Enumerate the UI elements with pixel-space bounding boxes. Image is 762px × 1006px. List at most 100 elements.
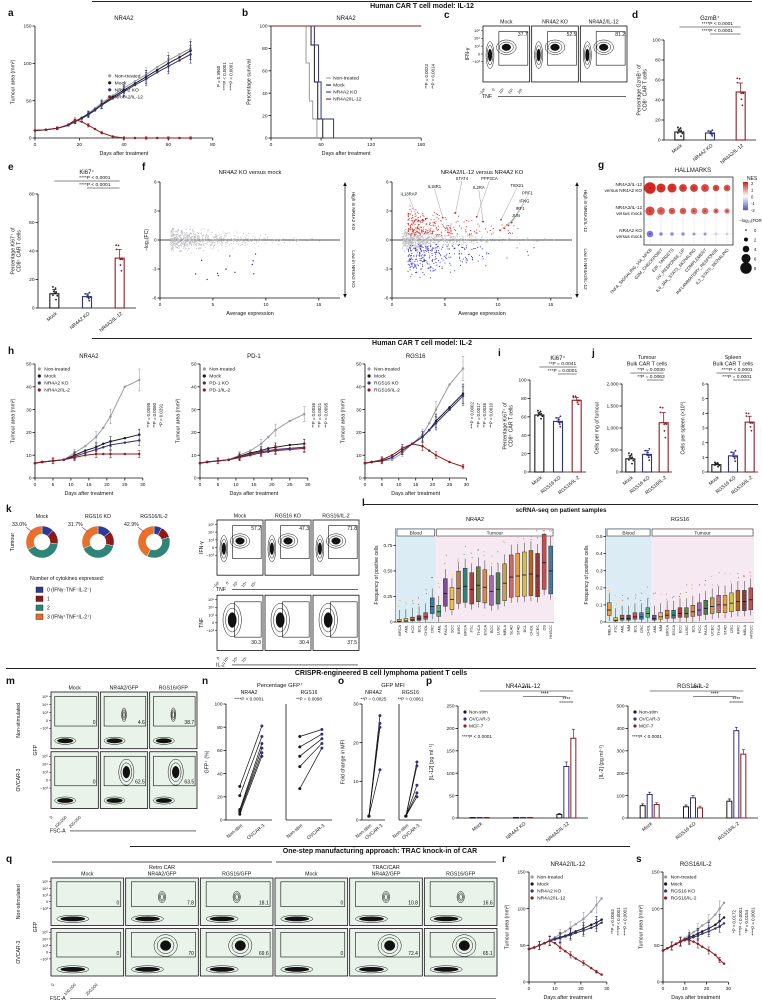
svg-text:30.4: 30.4 <box>299 640 309 646</box>
svg-text:0: 0 <box>93 720 96 726</box>
svg-text:NR4A2: NR4A2 <box>466 517 484 523</box>
svg-text:****P < 0.0001: ****P < 0.0001 <box>616 907 621 936</box>
svg-text:MCF-7: MCF-7 <box>469 724 484 729</box>
svg-text:THCA: THCA <box>477 625 481 636</box>
svg-text:33.0%: 33.0% <box>12 522 27 528</box>
sub-chart: 0 100 200 300 400 500 RGS16/IL-2 [IL-2] (pg ml⁻… <box>596 680 762 848</box>
chart-canvas: scRNA-seq on patient samples NR4A2 0 0.25 0.… <box>364 504 758 639</box>
svg-text:0: 0 <box>117 951 120 957</box>
svg-text:3: 3 <box>386 209 389 214</box>
svg-text:10⁴: 10⁴ <box>474 36 480 41</box>
svg-text:10⁵: 10⁵ <box>240 655 248 663</box>
panel-i-ki67-bar-chart: 0 20 40 60 80 100 Ki67⁺ Percentage Ki67⁺ of CD8⁺… <box>500 352 590 502</box>
panel-j-car-t-cell-counts: 0 500 1,000 1,500 2,000 Tumour Bulk CAR T cell… <box>592 352 762 502</box>
svg-text:STAT4: STAT4 <box>456 176 469 181</box>
svg-text:**P = 0.0014: **P = 0.0014 <box>431 63 436 88</box>
svg-text:0: 0 <box>34 142 37 148</box>
svg-text:IL18R1: IL18R1 <box>428 184 442 189</box>
svg-text:50: 50 <box>26 98 32 104</box>
chart-canvas: 0 10 20 30 40 50 0 5 10 15 20 25 30 PD-1 Days after tr… <box>176 354 329 497</box>
svg-text:Tumour: Tumour <box>487 531 504 537</box>
svg-text:30: 30 <box>356 407 362 413</box>
svg-text:0: 0 <box>386 238 389 243</box>
svg-text:100: 100 <box>214 702 222 708</box>
svg-text:10³: 10³ <box>208 612 214 617</box>
svg-text:0: 0 <box>212 545 215 550</box>
svg-text:Mock: Mock <box>44 374 56 380</box>
svg-text:80: 80 <box>262 46 268 52</box>
svg-text:Mock: Mock <box>471 821 484 833</box>
svg-text:scRNA-seq on patient samples: scRNA-seq on patient samples <box>516 507 607 514</box>
svg-text:Mock: Mock <box>708 475 721 487</box>
svg-text:2: 2 <box>47 606 50 612</box>
svg-text:KIRC: KIRC <box>736 625 740 634</box>
svg-text:NR4A2/IL-12: NR4A2/IL-12 <box>615 182 642 187</box>
svg-text:30: 30 <box>726 986 732 992</box>
svg-text:70: 70 <box>188 951 194 957</box>
svg-text:Tumour: Tumour <box>638 355 657 361</box>
chart-canvas: 0 50 100 150 0 10 20 30 NR4A2/IL-12 Days after tr… <box>505 862 628 1001</box>
svg-text:10: 10 <box>233 482 239 488</box>
svg-text:2: 2 <box>754 238 757 243</box>
panel-letter-n: n <box>202 676 209 687</box>
svg-text:0: 0 <box>702 470 705 476</box>
svg-text:0.75: 0.75 <box>384 543 393 548</box>
chart-canvas: 0 50 100 150 0 20 40 60 80 NR4A2 Days after treatm… <box>11 16 234 157</box>
svg-text:0: 0 <box>658 138 661 144</box>
svg-text:NR4A2/IL-12: NR4A2/IL-12 <box>506 684 541 690</box>
svg-text:MM: MM <box>627 625 631 631</box>
svg-text:**P = 0.0041: **P = 0.0041 <box>549 361 577 367</box>
svg-text:10: 10 <box>495 302 501 307</box>
panel-r-tumour-line-chart: 0 50 100 150 0 10 20 30 NR4A2/IL-12 Days after tr… <box>502 858 634 1006</box>
svg-text:15: 15 <box>316 302 322 307</box>
svg-text:40: 40 <box>121 142 127 148</box>
svg-text:Tumour: Tumour <box>10 533 16 552</box>
sub-chart: 0 1 2 3 4 5 6 Spleen Bulk CAR T cells Cells per s… <box>678 352 762 502</box>
svg-text:3 (IFNγ⁺TNF⁺IL-2⁺): 3 (IFNγ⁺TNF⁺IL-2⁺) <box>47 615 92 621</box>
svg-text:10⁵: 10⁵ <box>208 597 214 602</box>
svg-text:-6: -6 <box>384 296 389 301</box>
svg-text:Percentage GFP⁺: Percentage GFP⁺ <box>257 682 303 689</box>
svg-text:0: 0 <box>452 816 455 822</box>
svg-text:CHOL: CHOL <box>529 625 533 636</box>
svg-text:Ki67⁺: Ki67⁺ <box>79 169 94 176</box>
svg-text:Ki67⁺: Ki67⁺ <box>550 355 565 362</box>
svg-text:MELA: MELA <box>503 625 507 636</box>
svg-text:0.4: 0.4 <box>596 551 603 556</box>
svg-text:NR4A2 KO: NR4A2 KO <box>333 90 357 96</box>
svg-text:30: 30 <box>26 407 32 413</box>
panel-s-tumour-line-chart: 0 50 100 150 0 10 20 30 RGS16/IL-2 Days after tre… <box>636 858 762 1006</box>
chart-canvas: 0 20 40 60 80 100 Ki67⁺ Percentage Ki67⁺ of CD8⁺… <box>503 355 586 496</box>
svg-text:−10³: −10³ <box>206 628 215 633</box>
svg-text:0: 0 <box>657 980 660 986</box>
svg-text:40: 40 <box>217 771 223 777</box>
svg-text:OVCAR-3: OVCAR-3 <box>306 823 326 842</box>
panel-l-scrnaseq-boxplots: scRNA-seq on patient samples NR4A2 0 0.25 0.… <box>362 502 760 674</box>
svg-text:Cells per spleen (×10⁵): Cells per spleen (×10⁵) <box>681 401 687 454</box>
svg-text:**P = 0.0095: **P = 0.0095 <box>324 402 329 427</box>
chart-canvas: Retro CAR TRAC/CAR Mock NR4A2/GFP RGS16/GFP M… <box>16 861 498 1002</box>
svg-text:MELA: MELA <box>608 625 612 636</box>
svg-text:****: **** <box>732 697 740 703</box>
svg-text:69.6: 69.6 <box>259 951 269 957</box>
svg-text:10⁶: 10⁶ <box>474 28 480 33</box>
svg-text:20: 20 <box>578 986 584 992</box>
svg-text:0: 0 <box>524 470 527 476</box>
svg-text:Days after treatment: Days after treatment <box>671 995 720 1001</box>
svg-text:60: 60 <box>318 142 324 148</box>
svg-text:20: 20 <box>430 482 436 488</box>
svg-text:TBX21: TBX21 <box>511 183 524 188</box>
panel-q-trac-flow: Retro CAR TRAC/CAR Mock NR4A2/GFP RGS16/GFP M… <box>6 858 500 1006</box>
svg-text:High in NR4A2/IL-12: High in NR4A2/IL-12 <box>583 190 588 233</box>
svg-text:NR4A2 KO: NR4A2 KO <box>44 381 68 387</box>
svg-text:10⁵: 10⁵ <box>42 754 48 759</box>
svg-text:BRCA: BRCA <box>464 625 468 636</box>
panel-e-ki67-bar-chart: 0 20 40 60 80 Ki67⁺ Percentage Ki67⁺ of CD8⁺ CA… <box>8 166 140 338</box>
svg-text:**P = 0.0021: **P = 0.0021 <box>317 402 322 427</box>
chart-canvas: 0 20 40 60 80 Ki67⁺ Percentage Ki67⁺ of CD8⁺ CA… <box>11 169 136 334</box>
svg-text:20: 20 <box>269 482 275 488</box>
svg-text:AML: AML <box>437 625 441 633</box>
svg-text:LUSC: LUSC <box>685 625 689 635</box>
